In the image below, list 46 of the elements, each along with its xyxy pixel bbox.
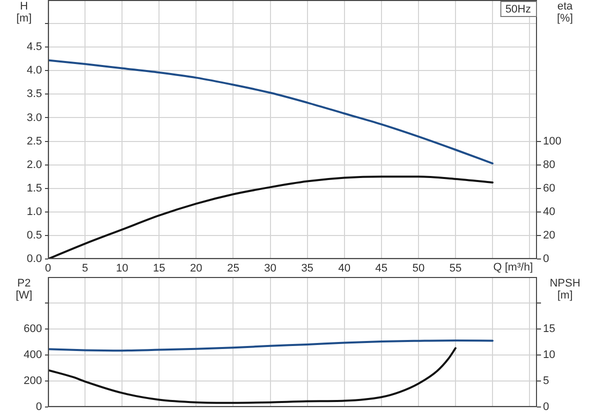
y-tick-label: 0.0	[26, 253, 42, 266]
y-axis-title: H [m]	[16, 0, 32, 25]
x-tick-label: 5	[82, 262, 88, 275]
y-tick-label: 2.5	[26, 135, 42, 148]
y-tick-label: 0	[36, 401, 42, 414]
y2-tick-label: 80	[543, 158, 556, 171]
y2-tick-label: 5	[543, 375, 550, 388]
x-tick-label: 35	[301, 262, 314, 275]
y2-axis-title: eta [%]	[557, 0, 574, 25]
y-tick-label: 400	[24, 349, 42, 362]
y-tick-label: 4.0	[26, 64, 42, 77]
y2-tick-label: 0	[543, 401, 550, 414]
x-tick-label: 25	[227, 262, 240, 275]
y-tick-label: 1.0	[26, 206, 42, 218]
y-tick-label: 600	[24, 323, 42, 336]
y2-tick-label: 0	[543, 253, 550, 266]
y2-tick-label: 60	[543, 182, 556, 194]
y-tick-label: 2.0	[26, 158, 42, 171]
x-tick-label: 45	[375, 262, 388, 275]
y-tick-label: 1.5	[26, 182, 42, 194]
line-series	[48, 339, 494, 352]
y2-tick-label: 20	[543, 229, 556, 242]
y-tick-label: 4.5	[26, 41, 42, 54]
y-tick-label: 0.5	[26, 229, 42, 242]
x-tick-label: 0	[44, 262, 52, 275]
line-series	[48, 176, 494, 259]
x-tick-label: 15	[153, 262, 166, 275]
y-tick-label: 3.5	[26, 88, 42, 100]
x-tick-label: 55	[449, 262, 462, 275]
y2-tick-label: 40	[543, 206, 556, 218]
y2-tick-label: 10	[543, 349, 556, 362]
x-tick-label: 50	[412, 262, 425, 275]
y-axis-title: P2 [W]	[16, 278, 32, 302]
line-series	[48, 347, 456, 404]
line-series	[48, 59, 494, 164]
y-tick-label: 200	[24, 375, 42, 388]
x-tick-label: 30	[264, 262, 276, 275]
y2-axis-title: NPSH [m]	[550, 278, 580, 302]
x-axis-title: Q [m³/h]	[493, 262, 533, 274]
y-tick-label: 3.0	[26, 112, 42, 124]
y2-tick-label: 15	[543, 323, 556, 336]
x-tick-label: 20	[190, 262, 202, 275]
x-tick-label: 10	[116, 262, 128, 275]
x-tick-label: 40	[338, 262, 350, 275]
chart-title: 50Hz	[505, 4, 532, 16]
y2-tick-label: 100	[543, 135, 562, 148]
